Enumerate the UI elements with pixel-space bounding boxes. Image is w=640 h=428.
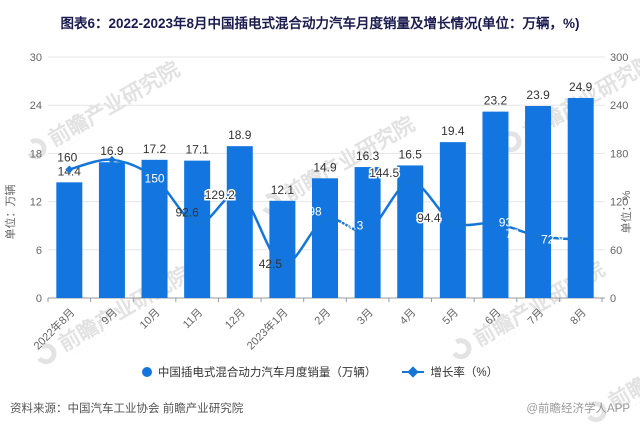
x-axis-label: 11月 [181, 307, 205, 331]
y-axis-tick-left: 12 [30, 197, 42, 209]
legend-line-diamond-icon [402, 366, 425, 378]
y-axis-tick-left: 24 [30, 100, 42, 112]
bar-label: 24.9 [569, 80, 593, 94]
bar-label: 16.5 [399, 147, 423, 161]
line-point [448, 218, 457, 227]
x-axis-label: 12月 [223, 307, 248, 332]
legend-item-growth[interactable]: 增长率（%） [402, 364, 498, 380]
x-axis-label: 9月 [99, 307, 120, 328]
bar [226, 146, 253, 298]
bar [269, 200, 296, 298]
x-axis-label: 5月 [440, 307, 461, 328]
x-axis-label: 10月 [138, 307, 163, 332]
bar [482, 111, 509, 298]
left-axis-unit-label: 单位：万辆 [3, 185, 17, 240]
line-label: 98 [308, 204, 322, 218]
line-point [150, 173, 159, 182]
bar-label: 18.9 [228, 128, 252, 142]
x-axis-label: 2022年8月 [30, 305, 77, 352]
line-label: 92.6 [175, 206, 199, 220]
line-label: 160 [57, 150, 77, 164]
line-point [576, 235, 585, 244]
line-label: 84.3 [340, 218, 364, 232]
line-point [278, 259, 287, 268]
y-axis-tick-left: 18 [30, 148, 42, 160]
right-axis-unit-label: 单位：% [619, 190, 633, 233]
line-label: 129.2 [205, 188, 235, 202]
bar [312, 178, 338, 298]
y-axis-tick-right: 300 [610, 52, 628, 64]
y-axis-tick-right: 120 [610, 197, 628, 209]
line-point [406, 177, 415, 186]
bar-label: 23.2 [484, 94, 508, 108]
line-point [65, 165, 74, 174]
line-point [321, 215, 329, 224]
bar-label: 12.1 [271, 183, 295, 197]
bar [141, 159, 168, 298]
bar-label: 17.2 [143, 142, 167, 156]
bar-label: 16.9 [100, 144, 124, 158]
bar [525, 106, 552, 299]
line-point [235, 190, 244, 199]
line-point [107, 155, 116, 164]
y-axis-tick-left: 30 [30, 52, 42, 64]
bar-label: 17.1 [185, 143, 209, 157]
bar-label: 14.9 [313, 160, 337, 174]
y-axis-tick-left: 0 [36, 293, 42, 305]
bar [56, 182, 83, 298]
line-label: 42.5 [259, 257, 283, 271]
legend: 中国插电式混合动力汽车月度销量（万辆） 增长率（%） [0, 364, 640, 380]
line-point [491, 219, 500, 228]
x-axis-label: 3月 [355, 307, 376, 328]
y-axis-tick-left: 6 [36, 245, 42, 257]
line-point [534, 232, 543, 241]
y-axis-tick-right: 60 [610, 245, 622, 257]
line-label: 72.8 [541, 233, 565, 247]
x-axis-label: 7月 [526, 307, 547, 328]
bar [567, 97, 594, 298]
line-label: 93 [499, 215, 513, 229]
bar-label: 16.3 [356, 149, 380, 163]
bar [184, 160, 211, 298]
line-point [363, 226, 372, 235]
line-point [193, 219, 202, 228]
credit-text: @前瞻经济学人APP [526, 403, 630, 415]
y-axis-tick-right: 180 [610, 148, 628, 160]
source-text: 资料来源：中国汽车工业协会 前瞻产业研究院 [10, 403, 244, 415]
bar-label: 19.4 [441, 124, 465, 138]
x-axis-label: 6月 [483, 307, 504, 328]
bar-label: 23.9 [526, 88, 550, 102]
x-axis-label: 2月 [313, 307, 334, 328]
bar [98, 162, 125, 298]
legend-dot-icon [141, 367, 152, 377]
legend-label-growth: 增长率（%） [430, 367, 499, 379]
x-axis-label: 8月 [568, 307, 589, 328]
legend-label-sales: 中国插电式混合动力汽车月度销量（万辆） [157, 367, 377, 379]
y-axis-tick-right: 0 [610, 293, 616, 305]
line-label: 144.5 [369, 166, 399, 180]
line-label: 77 [505, 227, 519, 241]
y-axis-tick-right: 240 [610, 100, 628, 112]
x-axis-label: 2023年1月 [243, 305, 290, 352]
legend-item-sales[interactable]: 中国插电式混合动力汽车月度销量（万辆） [141, 364, 377, 380]
chart-title: 图表6：2022-2023年8月中国插电式混合动力汽车月度销量及增长情况(单位：… [60, 16, 580, 31]
line-label: 94.4 [417, 211, 441, 225]
line-label: 150 [145, 172, 165, 186]
x-axis-label: 4月 [398, 307, 419, 328]
